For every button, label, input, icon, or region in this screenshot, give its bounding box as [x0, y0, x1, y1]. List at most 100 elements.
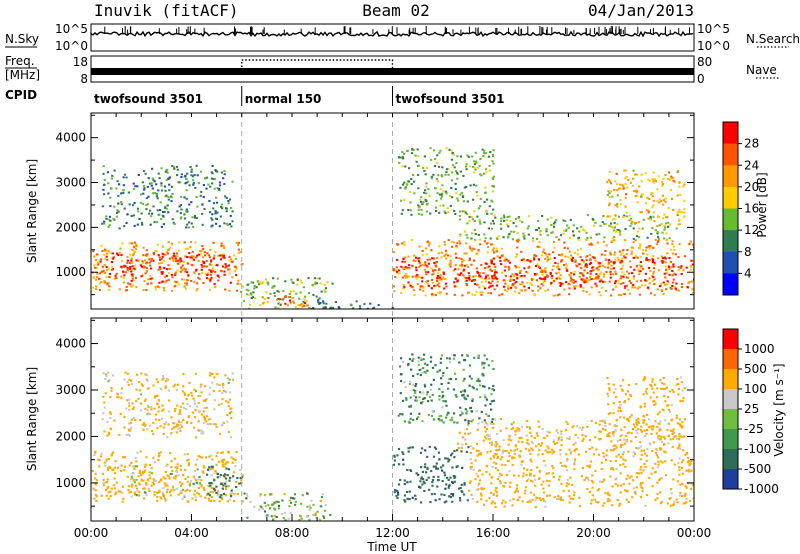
range-cell [437, 418, 440, 421]
range-cell [495, 491, 498, 494]
range-cell [179, 481, 182, 484]
range-cell [664, 400, 667, 403]
range-cell [486, 451, 489, 454]
range-cell [529, 472, 532, 475]
range-cell [422, 201, 425, 204]
range-cell [507, 259, 510, 262]
nave-tick-top: 80 [697, 55, 712, 69]
range-cell [131, 268, 134, 270]
range-cell [493, 502, 497, 505]
range-cell [302, 286, 305, 289]
colorbar-tick-label: 100 [744, 382, 767, 396]
range-cell [438, 245, 441, 248]
range-cell [635, 264, 639, 267]
range-cell [502, 439, 505, 442]
range-cell [490, 400, 493, 403]
range-cell [245, 493, 248, 496]
range-cell [552, 264, 555, 267]
range-cell [225, 197, 228, 199]
range-cell [626, 186, 629, 189]
range-cell [668, 257, 671, 259]
range-cell [646, 448, 649, 451]
range-cell [146, 253, 149, 256]
range-cell [598, 291, 601, 294]
range-cell [435, 199, 438, 202]
range-cell [430, 249, 433, 252]
range-cell [414, 391, 417, 394]
range-cell [520, 436, 523, 439]
range-cell [212, 202, 216, 205]
range-cell [130, 285, 133, 288]
range-cell [316, 510, 319, 513]
range-cell [481, 488, 484, 491]
range-cell [651, 280, 654, 282]
range-cell [492, 257, 496, 260]
range-cell [497, 235, 500, 238]
range-cell [396, 496, 399, 499]
range-cell [542, 284, 545, 287]
range-cell [637, 420, 640, 423]
range-cell [438, 369, 441, 372]
range-cell [174, 272, 177, 275]
range-cell [220, 482, 223, 485]
range-cell [178, 241, 181, 244]
range-cell [535, 229, 538, 231]
range-cell [559, 234, 563, 237]
range-cell [405, 398, 408, 401]
range-cell [110, 454, 113, 457]
range-cell [452, 241, 455, 244]
range-cell [443, 277, 446, 280]
range-cell [198, 410, 202, 413]
range-cell [604, 428, 607, 431]
range-cell [222, 177, 225, 180]
range-cell [150, 429, 154, 432]
range-cell [312, 293, 315, 296]
range-cell [305, 299, 308, 302]
range-cell [193, 271, 196, 274]
range-cell [259, 494, 262, 497]
range-cell [658, 224, 661, 227]
range-cell [222, 465, 225, 468]
range-cell [111, 252, 114, 255]
range-cell [592, 453, 595, 456]
range-cell [608, 192, 611, 194]
range-cell [132, 182, 135, 185]
range-cell [603, 273, 606, 276]
range-cell [620, 282, 623, 285]
range-cell [583, 229, 586, 232]
range-cell [460, 450, 463, 453]
range-cell [613, 424, 616, 427]
range-cell [150, 406, 153, 409]
range-cell [571, 259, 574, 262]
range-cell [215, 463, 218, 466]
range-cell [126, 372, 129, 375]
range-cell [171, 193, 174, 195]
range-cell [499, 259, 502, 262]
range-cell [103, 193, 106, 196]
range-cell [690, 460, 693, 463]
range-cell [664, 257, 667, 260]
range-cell [602, 455, 605, 458]
range-cell [194, 372, 197, 375]
range-cell [195, 436, 198, 439]
range-cell [485, 499, 488, 502]
range-cell [614, 204, 617, 207]
range-cell [176, 404, 179, 407]
range-cell [422, 358, 425, 361]
range-cell [544, 449, 547, 452]
range-cell [645, 454, 648, 457]
range-cell [408, 266, 411, 269]
range-cell [231, 372, 234, 375]
range-cell [573, 491, 576, 494]
range-cell [213, 479, 216, 482]
range-cell [393, 290, 396, 293]
range-cell [615, 272, 618, 275]
range-cell [187, 464, 190, 467]
range-cell [665, 288, 668, 291]
range-cell [451, 151, 454, 154]
range-cell [670, 198, 674, 200]
range-cell [656, 232, 659, 235]
range-cell [127, 489, 130, 492]
range-cell [548, 253, 551, 256]
range-cell [518, 436, 521, 439]
